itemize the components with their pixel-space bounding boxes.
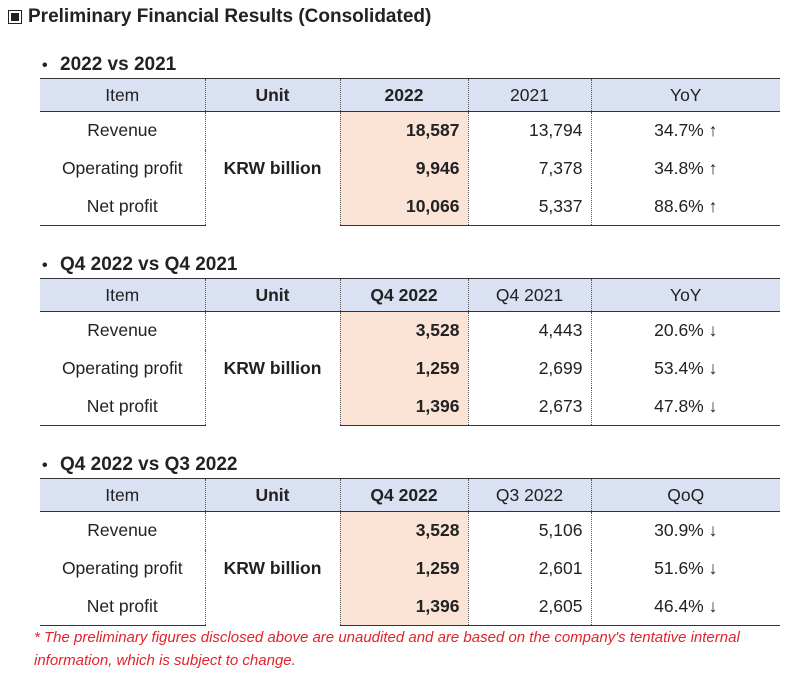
results-section: • 2022 vs 2021 Item Unit 2022 2021 YoY Revenue K… [40,52,780,226]
current-value-cell: 1,396 [339,587,468,626]
current-value-cell: 9,946 [339,149,468,188]
item-cell: Operating profit [61,158,183,178]
item-cell: Revenue [87,520,158,541]
disclaimer-footnote: * The preliminary figures disclosed abov… [34,629,740,669]
table-row: Operating profit 9,946 7,378 34.8% ↑ [40,149,780,188]
section-heading: • Q4 2022 vs Q3 2022 [40,452,780,478]
previous-value-cell: 5,337 [467,187,591,226]
change-cell: 30.9% ↓ [590,511,780,550]
unit-cell: KRW billion [204,111,340,226]
header-previous-period: Q4 2021 [467,278,591,312]
filled-square-icon [8,10,22,24]
header-item: Item [40,278,205,312]
header-current-period: Q4 2022 [339,478,468,512]
item-cell: Revenue [87,320,158,341]
item-cell: Net profit [40,587,205,626]
current-value-cell: 3,528 [339,311,468,350]
table-row: Net profit 1,396 2,605 46.4% ↓ [40,587,780,626]
section-heading-text: Q4 2022 vs Q3 2022 [60,454,238,475]
section-heading: • 2022 vs 2021 [40,52,780,78]
change-cell: 20.6% ↓ [590,311,780,350]
change-cell: 53.4% ↓ [590,349,780,388]
section-heading: • Q4 2022 vs Q4 2021 [40,252,780,278]
previous-value-cell: 7,378 [467,149,591,188]
header-item: Item [40,478,205,512]
table-row: Net profit 1,396 2,673 47.8% ↓ [40,387,780,426]
previous-value-cell: 5,106 [467,511,591,550]
change-cell: 51.6% ↓ [590,549,780,588]
results-table: Item Unit Q4 2022 Q3 2022 QoQ Revenue KRW bill… [40,478,780,626]
table-row: Revenue KRW billion 3,528 5,106 30.9% ↓ [40,511,780,626]
page-title: Preliminary Financial Results (Consolida… [8,6,431,28]
previous-value-cell: 2,673 [467,387,591,426]
header-previous-period: Q3 2022 [467,478,591,512]
results-table: Item Unit 2022 2021 YoY Revenue KRW billion 18,… [40,78,780,226]
section-heading-text: Q4 2022 vs Q4 2021 [60,254,238,275]
table-header-row: Item Unit Q4 2022 Q4 2021 YoY [40,278,780,312]
section-heading-text: 2022 vs 2021 [60,54,177,75]
item-cell: Operating profit [61,358,183,378]
header-unit: Unit [204,478,340,512]
item-cell: Operating profit [61,558,183,578]
current-value-cell: 3,528 [339,511,468,550]
page-title-text: Preliminary Financial Results (Consolida… [28,6,432,27]
unit-cell: KRW billion [204,311,340,426]
change-cell: 34.8% ↑ [590,149,780,188]
change-cell: 34.7% ↑ [590,111,780,150]
previous-value-cell: 4,443 [467,311,591,350]
table-row: Net profit 10,066 5,337 88.6% ↑ [40,187,780,226]
item-cell: Net profit [40,187,205,226]
header-unit: Unit [204,278,340,312]
previous-value-cell: 13,794 [467,111,591,150]
table-header-row: Item Unit Q4 2022 Q3 2022 QoQ [40,478,780,512]
header-change: QoQ [590,478,780,512]
bullet-icon: • [42,257,48,274]
current-value-cell: 18,587 [339,111,468,150]
change-cell: 88.6% ↑ [590,187,780,226]
header-change: YoY [590,278,780,312]
results-table: Item Unit Q4 2022 Q4 2021 YoY Revenue KRW bill… [40,278,780,426]
results-section: • Q4 2022 vs Q3 2022 Item Unit Q4 2022 Q3 202… [40,452,780,626]
results-section: • Q4 2022 vs Q4 2021 Item Unit Q4 2022 Q4 202… [40,252,780,426]
current-value-cell: 10,066 [339,187,468,226]
change-cell: 47.8% ↓ [590,387,780,426]
table-row: Operating profit 1,259 2,699 53.4% ↓ [40,349,780,388]
previous-value-cell: 2,601 [467,549,591,588]
current-value-cell: 1,396 [339,387,468,426]
table-row: Revenue KRW billion 18,587 13,794 34.7% ↑ [40,111,780,226]
header-item: Item [40,78,205,112]
header-current-period: 2022 [339,78,468,112]
unit-cell: KRW billion [204,511,340,626]
bullet-icon: • [42,457,48,474]
header-current-period: Q4 2022 [339,278,468,312]
previous-value-cell: 2,699 [467,349,591,388]
item-cell: Revenue [87,120,158,141]
header-previous-period: 2021 [467,78,591,112]
bullet-icon: • [42,57,48,74]
current-value-cell: 1,259 [339,549,468,588]
table-header-row: Item Unit 2022 2021 YoY [40,78,780,112]
table-row: Operating profit 1,259 2,601 51.6% ↓ [40,549,780,588]
header-change: YoY [590,78,780,112]
item-cell: Net profit [40,387,205,426]
table-row: Revenue KRW billion 3,528 4,443 20.6% ↓ [40,311,780,426]
previous-value-cell: 2,605 [467,587,591,626]
change-cell: 46.4% ↓ [590,587,780,626]
header-unit: Unit [204,78,340,112]
current-value-cell: 1,259 [339,349,468,388]
